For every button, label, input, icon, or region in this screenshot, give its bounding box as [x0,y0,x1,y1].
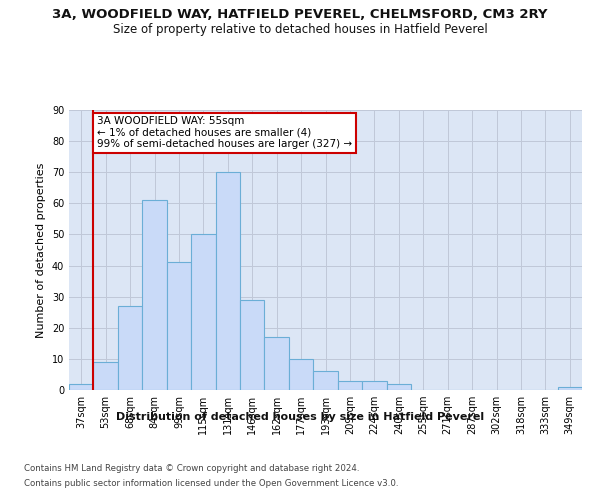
Bar [386,384,411,390]
Y-axis label: Number of detached properties: Number of detached properties [36,162,46,338]
Text: Contains HM Land Registry data © Crown copyright and database right 2024.: Contains HM Land Registry data © Crown c… [24,464,359,473]
Bar [215,172,240,390]
Bar [362,380,386,390]
Bar [240,300,265,390]
Bar [94,362,118,390]
Bar [118,306,142,390]
Bar [265,337,289,390]
Bar [142,200,167,390]
Text: Size of property relative to detached houses in Hatfield Peverel: Size of property relative to detached ho… [113,22,487,36]
Text: Contains public sector information licensed under the Open Government Licence v3: Contains public sector information licen… [24,479,398,488]
Text: 3A, WOODFIELD WAY, HATFIELD PEVEREL, CHELMSFORD, CM3 2RY: 3A, WOODFIELD WAY, HATFIELD PEVEREL, CHE… [52,8,548,20]
Bar [191,234,215,390]
Bar [289,359,313,390]
Text: Distribution of detached houses by size in Hatfield Peverel: Distribution of detached houses by size … [116,412,484,422]
Bar [557,387,582,390]
Text: 3A WOODFIELD WAY: 55sqm
← 1% of detached houses are smaller (4)
99% of semi-deta: 3A WOODFIELD WAY: 55sqm ← 1% of detached… [97,116,352,150]
Bar [69,384,94,390]
Bar [167,262,191,390]
Bar [313,372,338,390]
Bar [338,380,362,390]
